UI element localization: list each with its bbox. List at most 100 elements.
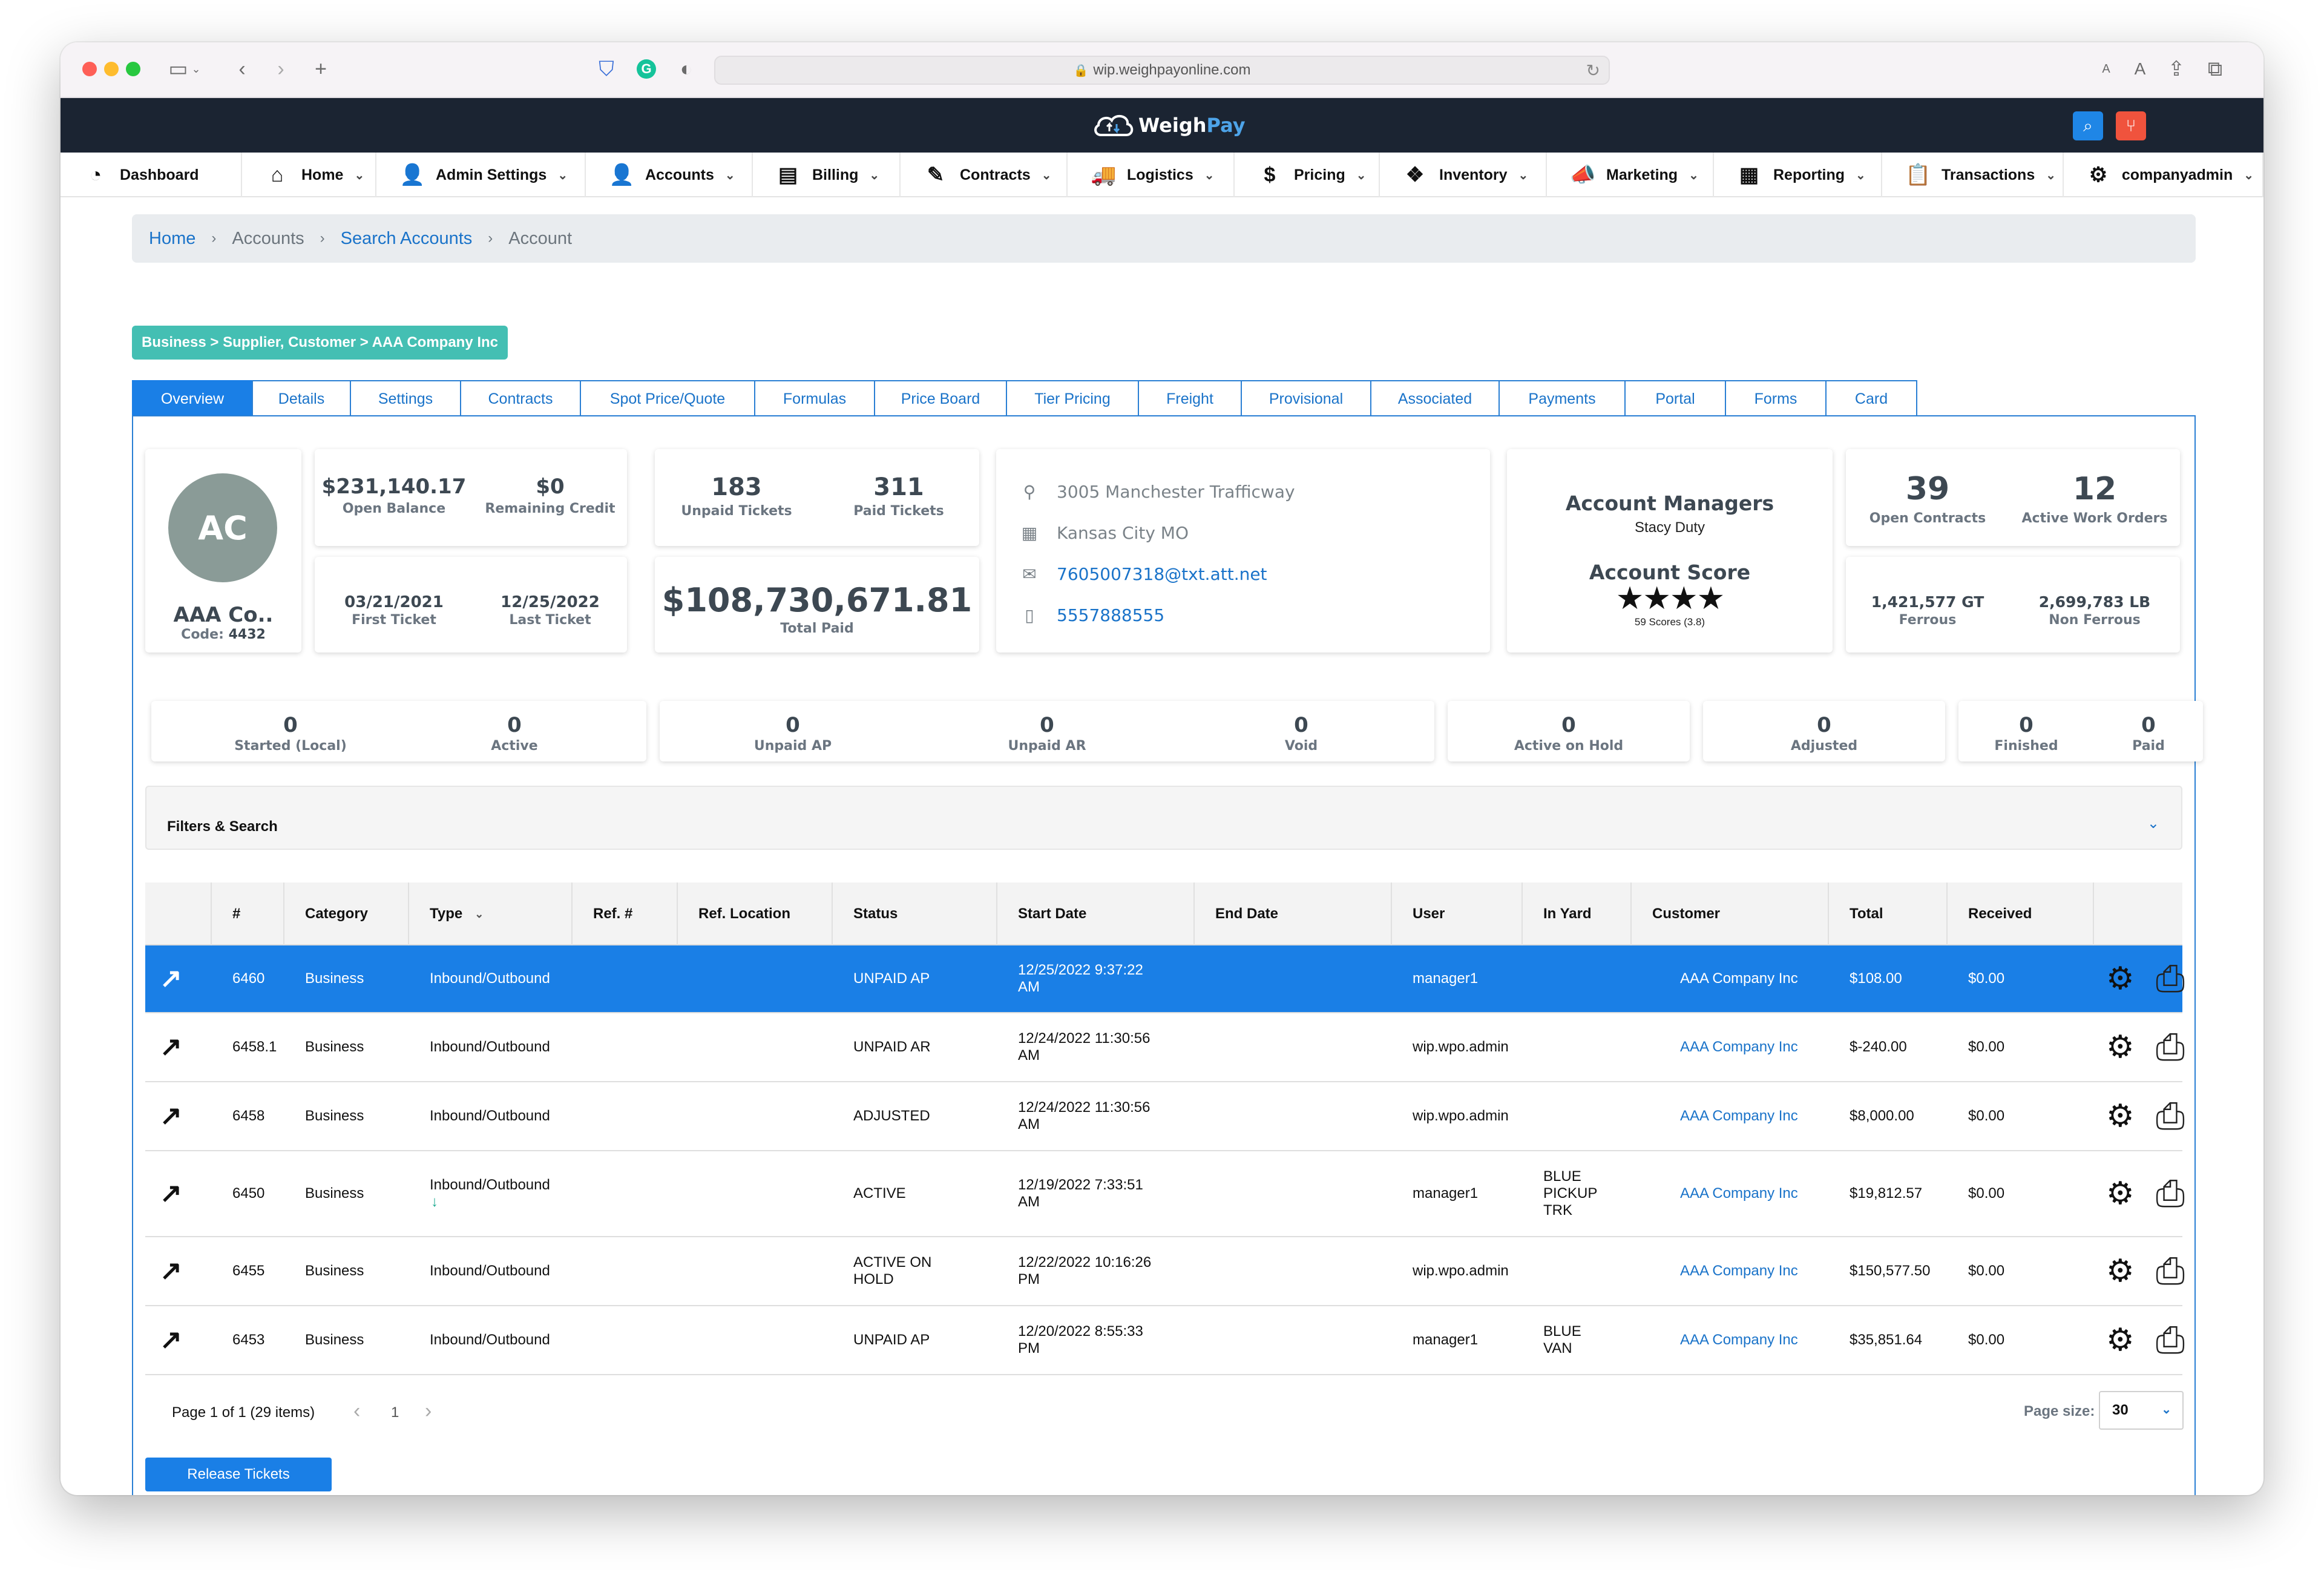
printer-icon[interactable]: ⎙ bbox=[2156, 958, 2185, 999]
printer-icon[interactable]: ⎙ bbox=[2156, 1251, 2185, 1291]
breadcrumb-search-accounts[interactable]: Search Accounts bbox=[340, 228, 473, 248]
printer-icon[interactable]: ⎙ bbox=[2156, 1320, 2185, 1360]
header-search-button[interactable]: ⌕ bbox=[2073, 111, 2103, 140]
tab-provisional[interactable]: Provisional bbox=[1241, 380, 1371, 416]
next-page-icon[interactable]: › bbox=[425, 1399, 432, 1422]
open-ticket-arrow-icon[interactable]: ↗ bbox=[160, 1179, 182, 1208]
table-row[interactable]: ↗ 6450 Business Inbound/Outbound ↓ ACTIVE 12/1… bbox=[145, 1151, 2185, 1237]
chevron-down-icon[interactable]: ⌄ bbox=[474, 907, 484, 920]
sidebar-toggle-icon[interactable]: ▭ ⌄ bbox=[168, 58, 201, 81]
open-ticket-arrow-icon[interactable]: ↗ bbox=[160, 964, 182, 993]
privacy-extension-icon[interactable]: ◐ bbox=[680, 57, 693, 81]
share-icon[interactable]: ⇪ bbox=[2167, 58, 2185, 81]
open-ticket-arrow-icon[interactable]: ↗ bbox=[160, 1325, 182, 1355]
maximize-window-button[interactable] bbox=[126, 62, 140, 76]
printer-icon[interactable]: ⎙ bbox=[2156, 1096, 2185, 1136]
open-ticket-arrow-icon[interactable]: ↗ bbox=[160, 1256, 182, 1286]
tab-contracts[interactable]: Contracts bbox=[460, 380, 581, 416]
nav-item-accounts[interactable]: 👤 Accounts ⌄ bbox=[586, 153, 753, 197]
nav-item-admin-settings[interactable]: 👤 Admin Settings ⌄ bbox=[376, 153, 586, 197]
gear-icon[interactable]: ⚙ bbox=[2106, 1030, 2135, 1065]
current-page[interactable]: 1 bbox=[391, 1404, 399, 1421]
open-ticket-arrow-icon[interactable]: ↗ bbox=[160, 1101, 182, 1131]
customer-link[interactable]: AAA Company Inc bbox=[1680, 1185, 1798, 1202]
column-header-start-date[interactable]: Start Date bbox=[997, 883, 1195, 945]
tab-details[interactable]: Details bbox=[252, 380, 351, 416]
nav-item-logistics[interactable]: 🚚 Logistics ⌄ bbox=[1068, 153, 1235, 197]
breadcrumb-home[interactable]: Home bbox=[149, 228, 196, 248]
tab-freight[interactable]: Freight bbox=[1138, 380, 1242, 416]
nav-item-billing[interactable]: ▤ Billing ⌄ bbox=[753, 153, 901, 197]
text-smaller-icon[interactable]: A bbox=[2102, 62, 2110, 76]
tab-settings[interactable]: Settings bbox=[350, 380, 461, 416]
tab-card[interactable]: Card bbox=[1825, 380, 1917, 416]
nav-item-home[interactable]: ⌂ Home ⌄ bbox=[242, 153, 376, 197]
tab-tier-pricing[interactable]: Tier Pricing bbox=[1006, 380, 1139, 416]
column-header-customer[interactable]: Customer bbox=[1632, 883, 1829, 945]
column-header-received[interactable]: Received bbox=[1948, 883, 2094, 945]
header-branch-button[interactable]: ⑂ bbox=[2116, 111, 2146, 140]
back-icon[interactable]: ‹ bbox=[238, 57, 246, 81]
text-larger-icon[interactable]: A bbox=[2134, 59, 2146, 78]
phone-link[interactable]: 5557888555 bbox=[1057, 605, 1165, 625]
prev-page-icon[interactable]: ‹ bbox=[353, 1399, 361, 1422]
table-row[interactable]: ↗ 6453 Business Inbound/Outbound UNPAID AP 12… bbox=[145, 1306, 2185, 1375]
column-header-end-date[interactable]: End Date bbox=[1195, 883, 1392, 945]
address-bar[interactable]: 🔒 wip.weighpayonline.com ↻ bbox=[714, 56, 1610, 85]
tab-payments[interactable]: Payments bbox=[1498, 380, 1626, 416]
column-header-status[interactable]: Status bbox=[833, 883, 997, 945]
column-header-category[interactable]: Category bbox=[284, 883, 409, 945]
printer-icon[interactable]: ⎙ bbox=[2156, 1027, 2185, 1067]
column-header-user[interactable]: User bbox=[1392, 883, 1523, 945]
tab-associated[interactable]: Associated bbox=[1370, 380, 1500, 416]
nav-item-contracts[interactable]: ✎ Contracts ⌄ bbox=[901, 153, 1068, 197]
customer-link[interactable]: AAA Company Inc bbox=[1680, 1332, 1798, 1348]
chevron-down-icon[interactable]: ⌄ bbox=[2147, 815, 2159, 832]
new-tab-icon[interactable]: + bbox=[315, 57, 327, 81]
gear-icon[interactable]: ⚙ bbox=[2106, 961, 2135, 996]
tabs-overview-icon[interactable]: ⧉ bbox=[2207, 57, 2223, 81]
printer-icon[interactable]: ⎙ bbox=[2156, 1173, 2185, 1214]
nav-item-transactions[interactable]: 📋 Transactions ⌄ bbox=[1882, 153, 2064, 197]
gear-icon[interactable]: ⚙ bbox=[2106, 1323, 2135, 1358]
gear-icon[interactable]: ⚙ bbox=[2106, 1254, 2135, 1289]
tab-forms[interactable]: Forms bbox=[1725, 380, 1827, 416]
customer-link[interactable]: AAA Company Inc bbox=[1680, 1108, 1798, 1124]
nav-item-dashboard[interactable]: ◔ Dashboard bbox=[61, 153, 242, 197]
nav-item-inventory[interactable]: ❖ Inventory ⌄ bbox=[1380, 153, 1547, 197]
minimize-window-button[interactable] bbox=[104, 62, 119, 76]
gear-icon[interactable]: ⚙ bbox=[2106, 1176, 2135, 1211]
nav-item-pricing[interactable]: $ Pricing ⌄ bbox=[1235, 153, 1380, 197]
open-ticket-arrow-icon[interactable]: ↗ bbox=[160, 1032, 182, 1062]
table-row[interactable]: ↗ 6460 Business Inbound/Outbound UNPAID AP 12… bbox=[145, 945, 2185, 1013]
release-tickets-button[interactable]: Release Tickets bbox=[145, 1458, 332, 1491]
forward-icon[interactable]: › bbox=[277, 57, 284, 81]
email-link[interactable]: 7605007318@txt.att.net bbox=[1057, 564, 1267, 584]
filters-search-panel[interactable]: Filters & Search ⌄ bbox=[145, 786, 2182, 850]
column-header-in-yard[interactable]: In Yard bbox=[1523, 883, 1632, 945]
shield-extension-icon[interactable]: ⛉ bbox=[599, 57, 614, 81]
column-header-ref-location[interactable]: Ref. Location bbox=[678, 883, 833, 945]
customer-link[interactable]: AAA Company Inc bbox=[1680, 1039, 1798, 1055]
customer-link[interactable]: AAA Company Inc bbox=[1680, 1263, 1798, 1279]
column-header-ref[interactable]: Ref. # bbox=[573, 883, 678, 945]
weighpay-logo[interactable]: WeighPay bbox=[1092, 109, 1246, 142]
page-size-select[interactable]: 30 ⌄ bbox=[2099, 1391, 2184, 1430]
gear-icon[interactable]: ⚙ bbox=[2106, 1099, 2135, 1134]
table-row[interactable]: ↗ 6458.1 Business Inbound/Outbound UNPAID AR… bbox=[145, 1013, 2185, 1082]
grammarly-extension-icon[interactable]: G bbox=[633, 54, 660, 84]
nav-item-reporting[interactable]: ▦ Reporting ⌄ bbox=[1714, 153, 1882, 197]
column-header-type[interactable]: Type ⌄ bbox=[409, 883, 573, 945]
tab-formulas[interactable]: Formulas bbox=[754, 380, 875, 416]
close-window-button[interactable] bbox=[82, 62, 97, 76]
tab-overview[interactable]: Overview bbox=[132, 380, 253, 416]
column-header-col1[interactable]: # bbox=[212, 883, 284, 945]
tab-spot-price-quote[interactable]: Spot Price/Quote bbox=[580, 380, 755, 416]
column-header-total[interactable]: Total bbox=[1829, 883, 1948, 945]
reload-icon[interactable]: ↻ bbox=[1586, 61, 1600, 80]
nav-item-companyadmin[interactable]: ⚙ companyadmin ⌄ bbox=[2064, 153, 2263, 197]
nav-item-marketing[interactable]: 📣 Marketing ⌄ bbox=[1547, 153, 1714, 197]
table-row[interactable]: ↗ 6455 Business Inbound/Outbound ACTIVE ON HO… bbox=[145, 1237, 2185, 1306]
customer-link[interactable]: AAA Company Inc bbox=[1680, 970, 1798, 987]
tab-portal[interactable]: Portal bbox=[1624, 380, 1726, 416]
